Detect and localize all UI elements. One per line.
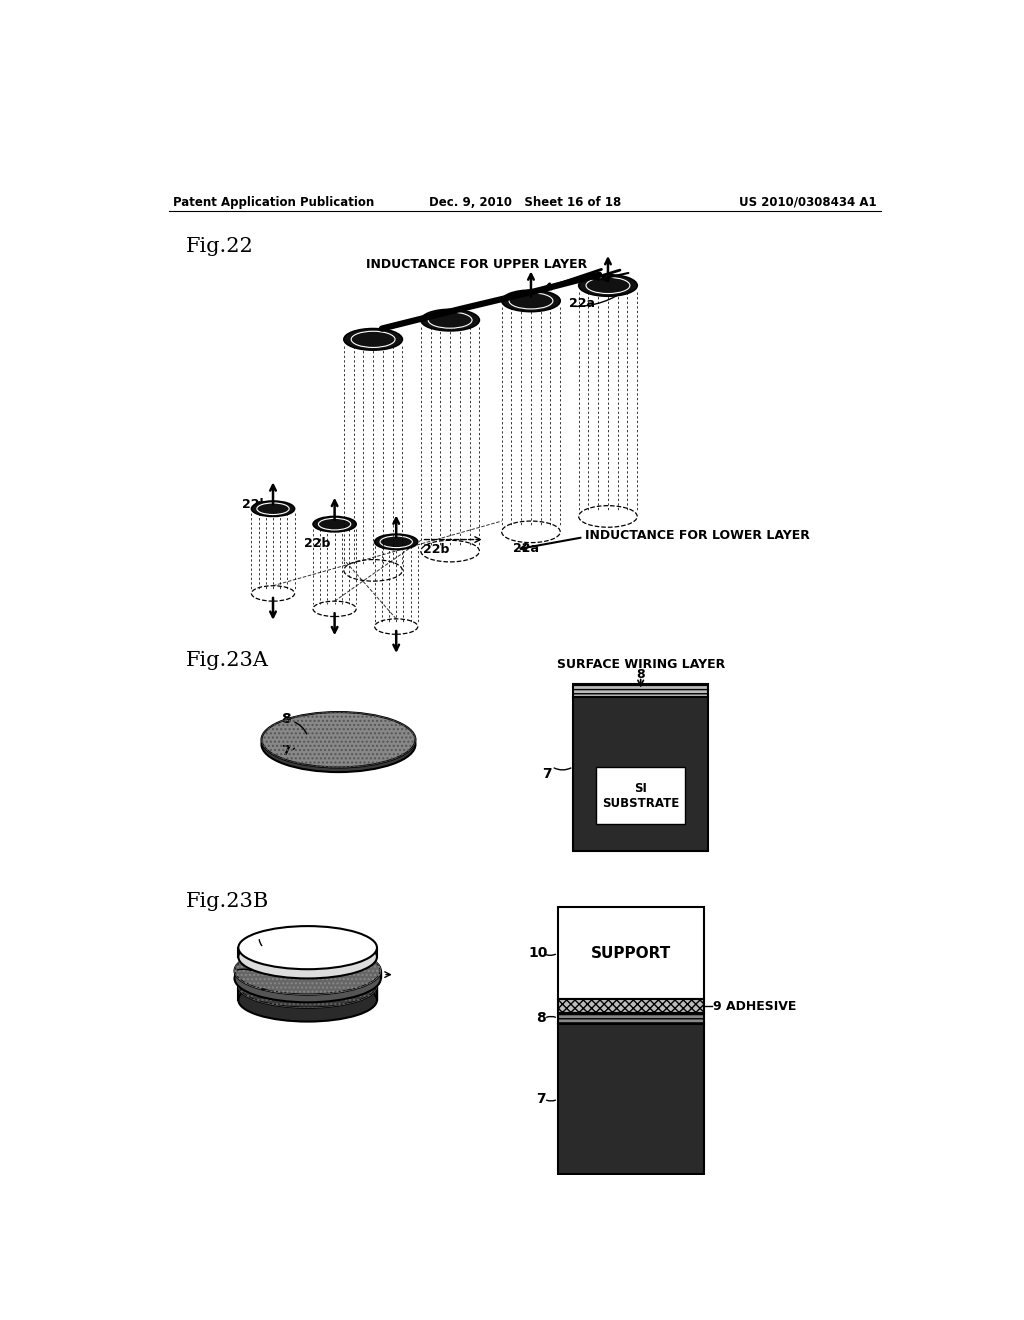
Ellipse shape <box>234 946 381 995</box>
Text: 8: 8 <box>537 1011 546 1026</box>
Text: 10: 10 <box>250 939 269 952</box>
Text: Fig.23B: Fig.23B <box>186 892 269 911</box>
Text: INDUCTANCE FOR UPPER LAYER: INDUCTANCE FOR UPPER LAYER <box>367 259 588 271</box>
Text: Patent Application Publication: Patent Application Publication <box>173 195 374 209</box>
Text: 9 ADHESIVE: 9 ADHESIVE <box>714 999 797 1012</box>
Polygon shape <box>239 986 377 1001</box>
Bar <box>558 907 705 999</box>
Ellipse shape <box>375 535 418 549</box>
Ellipse shape <box>502 290 560 312</box>
Ellipse shape <box>234 954 381 1002</box>
Text: 9: 9 <box>245 964 254 978</box>
Bar <box>558 1014 705 1024</box>
Text: INDUCTANCE FOR LOWER LAYER: INDUCTANCE FOR LOWER LAYER <box>585 529 810 543</box>
Text: 22b: 22b <box>243 499 268 511</box>
Ellipse shape <box>239 936 377 978</box>
Text: 8: 8 <box>636 668 645 681</box>
Bar <box>558 1024 705 1173</box>
Ellipse shape <box>313 516 356 532</box>
Ellipse shape <box>344 329 402 350</box>
Text: Fig.23A: Fig.23A <box>186 651 269 671</box>
Ellipse shape <box>252 502 295 516</box>
Text: 22b: 22b <box>423 543 450 556</box>
Ellipse shape <box>239 978 377 1022</box>
Text: US 2010/0308434 A1: US 2010/0308434 A1 <box>739 195 877 209</box>
Text: 22b: 22b <box>304 537 330 550</box>
Bar <box>596 767 685 825</box>
Bar <box>573 697 708 851</box>
Text: Dec. 9, 2010   Sheet 16 of 18: Dec. 9, 2010 Sheet 16 of 18 <box>429 195 621 209</box>
Polygon shape <box>239 948 377 957</box>
Ellipse shape <box>261 717 416 772</box>
Text: 7: 7 <box>258 985 267 998</box>
Ellipse shape <box>239 965 377 1007</box>
Text: 7: 7 <box>537 1092 546 1106</box>
Text: 22a: 22a <box>513 543 540 556</box>
Ellipse shape <box>239 927 377 969</box>
Text: 7: 7 <box>281 744 291 758</box>
Bar <box>558 999 705 1014</box>
Text: SI
SUBSTRATE: SI SUBSTRATE <box>602 781 679 809</box>
Text: SURFACE WIRING LAYER: SURFACE WIRING LAYER <box>557 657 725 671</box>
Bar <box>558 999 705 1014</box>
Polygon shape <box>234 970 381 978</box>
Bar <box>573 684 708 697</box>
Ellipse shape <box>579 275 637 296</box>
Text: SUPPORT: SUPPORT <box>591 945 671 961</box>
Bar <box>573 684 708 697</box>
Text: 7: 7 <box>543 767 552 781</box>
Text: 10: 10 <box>528 946 548 960</box>
Text: Fig.22: Fig.22 <box>186 238 254 256</box>
Text: 8: 8 <box>281 711 291 726</box>
Ellipse shape <box>421 309 479 331</box>
Ellipse shape <box>261 711 416 767</box>
Text: 22a: 22a <box>569 297 596 310</box>
Bar <box>558 1014 705 1024</box>
